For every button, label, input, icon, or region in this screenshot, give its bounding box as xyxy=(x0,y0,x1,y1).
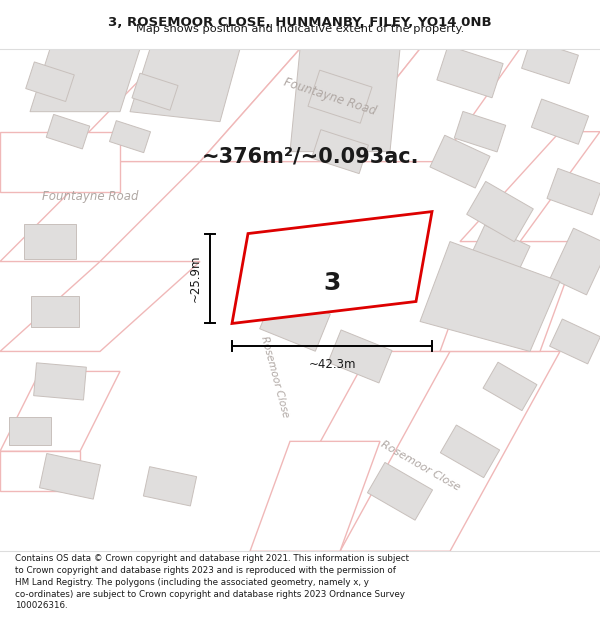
Polygon shape xyxy=(132,73,178,110)
Polygon shape xyxy=(330,49,520,162)
Polygon shape xyxy=(532,99,589,144)
Polygon shape xyxy=(60,49,300,162)
Polygon shape xyxy=(311,129,368,174)
Polygon shape xyxy=(460,132,600,241)
Text: Rosemoor Close: Rosemoor Close xyxy=(259,334,291,418)
Polygon shape xyxy=(9,418,51,446)
Polygon shape xyxy=(550,228,600,295)
Polygon shape xyxy=(109,121,151,152)
Text: Contains OS data © Crown copyright and database right 2021. This information is : Contains OS data © Crown copyright and d… xyxy=(15,554,409,611)
Polygon shape xyxy=(437,46,503,98)
Polygon shape xyxy=(34,363,86,400)
Polygon shape xyxy=(30,49,140,112)
Text: Fountayne Road: Fountayne Road xyxy=(282,76,378,118)
Polygon shape xyxy=(521,40,578,84)
Polygon shape xyxy=(430,135,490,188)
Polygon shape xyxy=(290,49,400,152)
Polygon shape xyxy=(547,168,600,215)
Polygon shape xyxy=(40,454,101,499)
Polygon shape xyxy=(454,111,506,152)
Text: 3, ROSEMOOR CLOSE, HUNMANBY, FILEY, YO14 0NB: 3, ROSEMOOR CLOSE, HUNMANBY, FILEY, YO14… xyxy=(108,16,492,29)
Polygon shape xyxy=(550,319,600,364)
Polygon shape xyxy=(24,224,76,259)
Polygon shape xyxy=(200,49,420,162)
Polygon shape xyxy=(232,212,432,324)
Text: 3: 3 xyxy=(323,271,341,294)
Polygon shape xyxy=(420,241,560,351)
Text: ~376m²/~0.093ac.: ~376m²/~0.093ac. xyxy=(201,147,419,167)
Polygon shape xyxy=(328,330,392,383)
Polygon shape xyxy=(467,181,533,242)
Polygon shape xyxy=(143,467,197,506)
Polygon shape xyxy=(0,451,80,491)
Polygon shape xyxy=(250,441,380,551)
Polygon shape xyxy=(308,70,372,123)
Text: ~25.9m: ~25.9m xyxy=(189,255,202,302)
Polygon shape xyxy=(31,296,79,328)
Polygon shape xyxy=(0,162,200,261)
Polygon shape xyxy=(340,351,560,551)
Polygon shape xyxy=(0,261,200,351)
Polygon shape xyxy=(26,62,74,101)
Polygon shape xyxy=(0,132,120,192)
Polygon shape xyxy=(130,49,240,122)
Polygon shape xyxy=(0,371,120,451)
Polygon shape xyxy=(260,351,480,551)
Polygon shape xyxy=(260,292,331,351)
Polygon shape xyxy=(46,114,90,149)
Text: Map shows position and indicative extent of the property.: Map shows position and indicative extent… xyxy=(136,24,464,34)
Polygon shape xyxy=(470,225,530,278)
Polygon shape xyxy=(367,462,433,520)
Polygon shape xyxy=(483,288,537,334)
Polygon shape xyxy=(440,425,500,478)
Text: Rosemoor Close: Rosemoor Close xyxy=(379,439,461,493)
Polygon shape xyxy=(483,362,537,411)
Polygon shape xyxy=(440,241,580,351)
Text: Fountayne Road: Fountayne Road xyxy=(42,190,138,203)
Text: ~42.3m: ~42.3m xyxy=(308,359,356,371)
